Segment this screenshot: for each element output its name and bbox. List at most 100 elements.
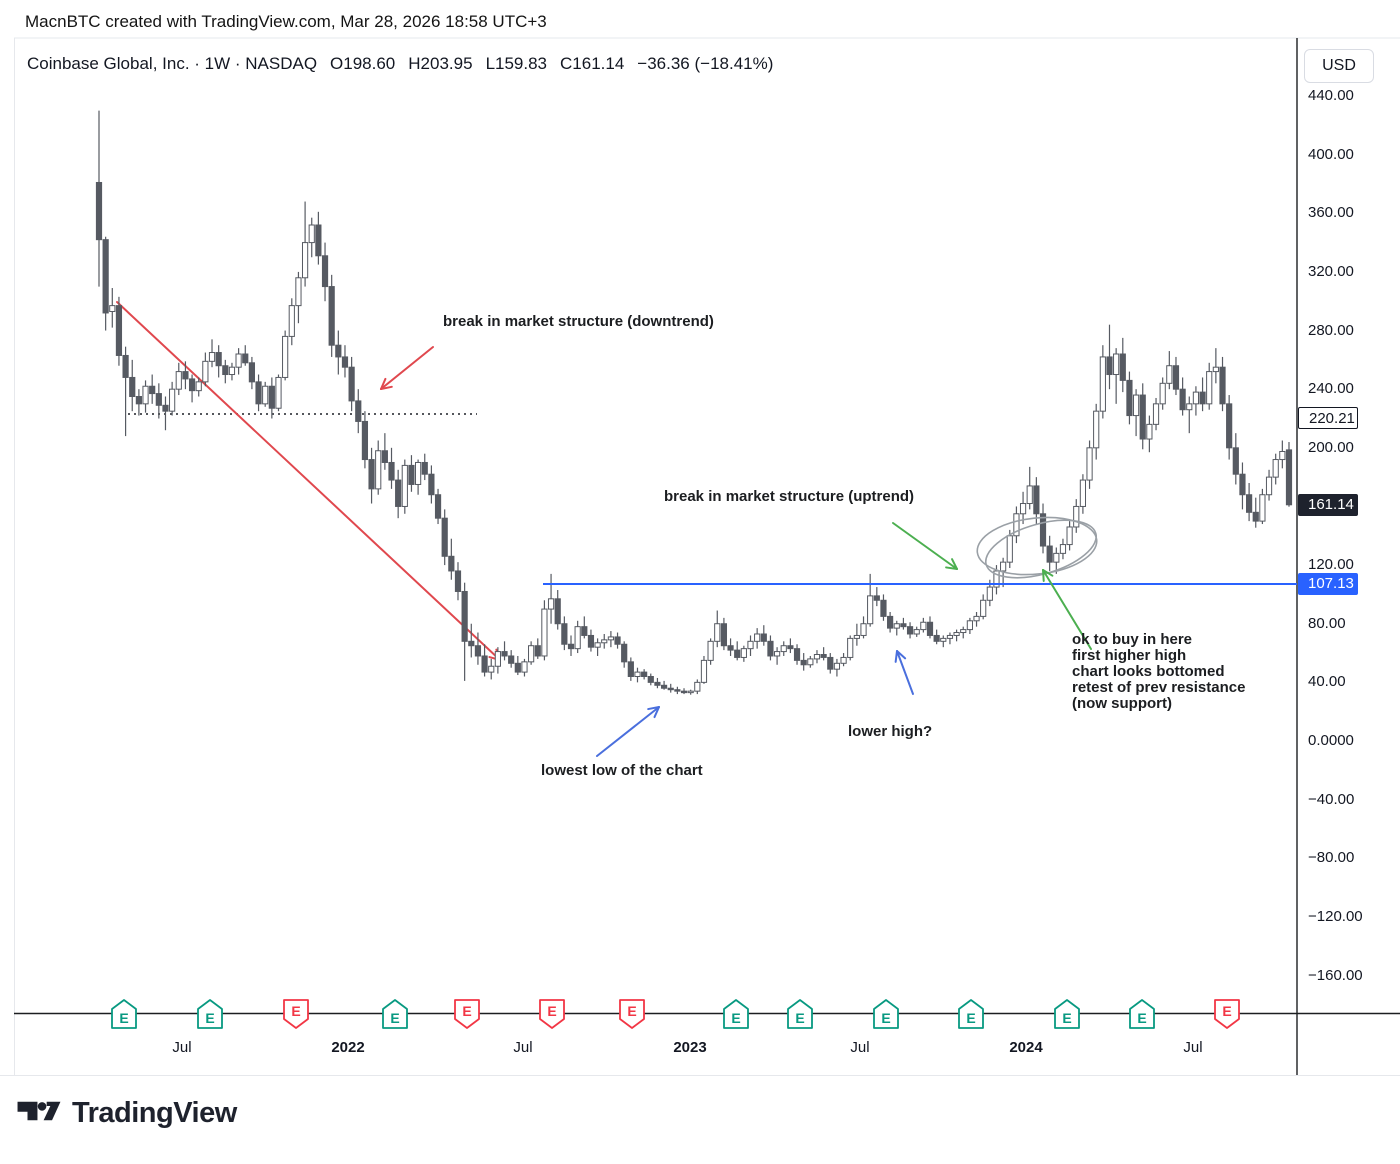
candle <box>308 217 315 258</box>
symbol-title[interactable]: Coinbase Global, Inc. · 1W · NASDAQ <box>27 54 318 73</box>
trendline-drawing[interactable] <box>116 301 501 661</box>
annotation-text[interactable]: break in market structure (downtrend) <box>443 313 714 330</box>
earnings-letter: E <box>795 1010 804 1026</box>
candle <box>787 638 794 654</box>
candle <box>760 625 767 646</box>
earnings-marker[interactable]: E <box>197 999 223 1029</box>
candle <box>1046 535 1053 571</box>
candle <box>973 611 980 627</box>
price-axis-tick: 360.00 <box>1308 204 1354 222</box>
arrow-annotation[interactable] <box>892 522 958 570</box>
candle <box>1186 396 1193 434</box>
candle <box>1079 474 1087 514</box>
currency-button[interactable]: USD <box>1304 49 1374 83</box>
earnings-marker[interactable]: E <box>382 999 408 1029</box>
candle <box>747 635 754 656</box>
candle <box>508 650 515 668</box>
candle <box>335 330 342 375</box>
candle <box>395 469 402 519</box>
candle <box>135 389 142 416</box>
candle <box>654 677 661 689</box>
candle <box>634 667 641 683</box>
candle <box>215 345 222 378</box>
candle <box>926 616 934 639</box>
candle <box>780 641 787 656</box>
candle <box>694 679 701 695</box>
candle <box>660 680 668 690</box>
candle <box>1265 469 1273 501</box>
earnings-marker[interactable]: E <box>958 999 984 1029</box>
arrow-annotation[interactable] <box>1042 569 1092 650</box>
candle <box>1066 521 1073 551</box>
annotation-text[interactable]: ok to buy in here first higher high char… <box>1072 631 1246 712</box>
price-badge-107.13: 107.13 <box>1298 572 1358 595</box>
candle <box>242 345 249 366</box>
time-axis-tick: Jul <box>172 1039 192 1056</box>
candle <box>381 433 388 470</box>
earnings-marker[interactable]: E <box>1129 999 1155 1029</box>
candle <box>155 383 162 419</box>
candle <box>248 356 256 390</box>
candle <box>647 673 654 686</box>
time-axis-tick: 2022 <box>331 1039 365 1056</box>
time-axis-tick: 2024 <box>1009 1039 1043 1056</box>
candle <box>594 638 601 656</box>
price-axis-tick: −120.00 <box>1308 907 1363 925</box>
earnings-marker[interactable]: E <box>787 999 813 1029</box>
candle <box>541 600 548 661</box>
candle <box>421 453 428 481</box>
candle <box>1192 386 1200 416</box>
arrow-annotation[interactable] <box>380 346 434 390</box>
candle <box>687 689 694 695</box>
annotation-text[interactable]: lower high? <box>848 723 933 740</box>
arrow-annotation[interactable] <box>894 650 914 695</box>
candle <box>1199 377 1206 412</box>
tradingview-logo-icon <box>16 1096 62 1131</box>
price-badge-220.21: 220.21 <box>1298 407 1358 430</box>
arrow-annotation[interactable] <box>596 706 660 757</box>
candle <box>95 110 103 287</box>
candle <box>1179 377 1186 416</box>
candle <box>454 562 462 601</box>
candle <box>833 658 841 677</box>
candle <box>880 594 887 621</box>
candle <box>807 655 814 668</box>
candle <box>408 455 415 492</box>
tradingview-logo[interactable]: TradingView <box>16 1096 237 1131</box>
ohlc-close: C161.14 <box>560 54 625 73</box>
price-axis-tick: 280.00 <box>1308 321 1354 339</box>
candle <box>534 638 541 659</box>
earnings-letter: E <box>881 1010 890 1026</box>
annotation-text[interactable]: break in market structure (uptrend) <box>664 488 915 505</box>
candle <box>1279 440 1286 469</box>
earnings-marker[interactable]: E <box>619 999 645 1029</box>
candle <box>415 459 422 495</box>
earnings-marker[interactable]: E <box>283 999 309 1029</box>
candle <box>913 626 920 637</box>
earnings-marker[interactable]: E <box>111 999 137 1029</box>
candle <box>501 641 508 661</box>
candle <box>255 374 262 412</box>
earnings-marker[interactable]: E <box>723 999 749 1029</box>
candle <box>102 236 109 331</box>
time-axis-tick: 2023 <box>673 1039 707 1056</box>
earnings-marker[interactable]: E <box>539 999 565 1029</box>
price-axis-tick: 200.00 <box>1308 438 1354 456</box>
symbol-header: Coinbase Global, Inc. · 1W · NASDAQ O198… <box>27 54 773 74</box>
candle <box>169 381 176 416</box>
candle <box>581 616 588 639</box>
candle <box>301 201 309 287</box>
earnings-marker[interactable]: E <box>1054 999 1080 1029</box>
candle <box>1259 488 1266 525</box>
candle <box>933 629 940 645</box>
earnings-marker[interactable]: E <box>1214 999 1240 1029</box>
ohlc-high: H203.95 <box>408 54 473 73</box>
candle <box>940 635 947 648</box>
earnings-marker[interactable]: E <box>873 999 899 1029</box>
annotation-text[interactable]: lowest low of the chart <box>541 762 703 779</box>
candle <box>1206 362 1213 410</box>
earnings-marker[interactable]: E <box>454 999 480 1029</box>
candle <box>488 658 495 680</box>
